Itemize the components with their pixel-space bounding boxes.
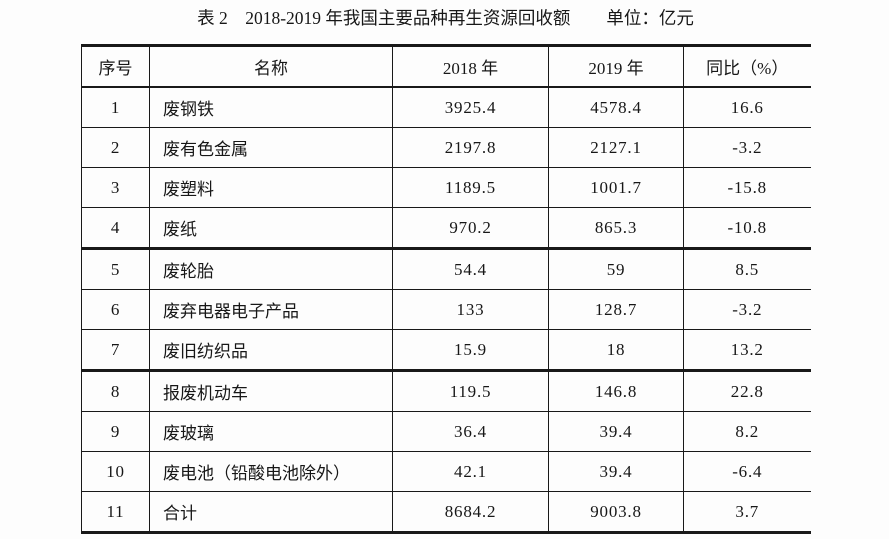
cell-index: 5 [81,248,150,290]
cell-name: 废有色金属 [149,127,393,168]
cell-2018: 2197.8 [392,127,549,168]
col-header-index: 序号 [81,45,150,88]
table-row: 1 废钢铁 3925.4 4578.4 16.6 [81,87,811,128]
cell-name: 合计 [149,491,393,533]
cell-index: 11 [81,491,150,533]
table-row: 4 废纸 970.2 865.3 -10.8 [81,207,811,250]
cell-yoy: -15.8 [683,167,811,208]
table-body: 1 废钢铁 3925.4 4578.4 16.6 2 废有色金属 2197.8 … [81,87,811,533]
recycling-amount-table: 序号 名称 2018 年 2019 年 同比（%） 1 废钢铁 3925.4 4… [81,44,811,534]
cell-2019: 59 [548,248,684,290]
table-caption: 表 2 2018-2019 年我国主要品种再生资源回收额 单位：亿元 [81,5,810,31]
cell-name: 废轮胎 [149,248,393,290]
cell-index: 2 [81,127,150,168]
header-row: 序号 名称 2018 年 2019 年 同比（%） [81,45,811,88]
table-unit-label: 单位：亿元 [606,8,694,28]
cell-yoy: -3.2 [683,127,811,168]
cell-yoy: 16.6 [683,87,811,128]
cell-index: 1 [81,87,150,128]
cell-yoy: -10.8 [683,207,811,250]
cell-2018: 54.4 [392,248,549,290]
col-header-name: 名称 [149,45,393,88]
cell-2019: 39.4 [548,451,684,492]
table-row: 10 废电池（铅酸电池除外） 42.1 39.4 -6.4 [81,451,811,492]
table-row: 5 废轮胎 54.4 59 8.5 [81,248,811,290]
cell-2018: 15.9 [392,329,549,372]
cell-yoy: -6.4 [683,451,811,492]
cell-index: 4 [81,207,150,250]
cell-index: 9 [81,411,150,452]
cell-yoy: 13.2 [683,329,811,372]
cell-name: 废弃电器电子产品 [149,289,393,330]
cell-yoy: 8.2 [683,411,811,452]
cell-2018: 8684.2 [392,491,549,533]
col-header-2018: 2018 年 [392,45,549,88]
cell-2018: 133 [392,289,549,330]
cell-2018: 36.4 [392,411,549,452]
cell-2019: 146.8 [548,370,684,412]
cell-name: 废电池（铅酸电池除外） [149,451,393,492]
cell-2019: 2127.1 [548,127,684,168]
table-row: 8 报废机动车 119.5 146.8 22.8 [81,370,811,412]
cell-2018: 42.1 [392,451,549,492]
cell-2019: 4578.4 [548,87,684,128]
cell-yoy: 22.8 [683,370,811,412]
cell-name: 废纸 [149,207,393,250]
col-header-2019: 2019 年 [548,45,684,88]
cell-2019: 9003.8 [548,491,684,533]
cell-2019: 128.7 [548,289,684,330]
cell-2018: 119.5 [392,370,549,412]
cell-index: 10 [81,451,150,492]
cell-name: 报废机动车 [149,370,393,412]
table-row: 9 废玻璃 36.4 39.4 8.2 [81,411,811,452]
table-row: 6 废弃电器电子产品 133 128.7 -3.2 [81,289,811,330]
cell-2019: 39.4 [548,411,684,452]
table-row-total: 11 合计 8684.2 9003.8 3.7 [81,491,811,533]
cell-yoy: 8.5 [683,248,811,290]
cell-yoy: -3.2 [683,289,811,330]
cell-2019: 1001.7 [548,167,684,208]
cell-name: 废钢铁 [149,87,393,128]
cell-2018: 3925.4 [392,87,549,128]
table-row: 2 废有色金属 2197.8 2127.1 -3.2 [81,127,811,168]
cell-2018: 1189.5 [392,167,549,208]
cell-index: 6 [81,289,150,330]
table-row: 7 废旧纺织品 15.9 18 13.2 [81,329,811,372]
cell-2019: 865.3 [548,207,684,250]
cell-name: 废玻璃 [149,411,393,452]
cell-2019: 18 [548,329,684,372]
col-header-yoy: 同比（%） [683,45,811,88]
table-header: 序号 名称 2018 年 2019 年 同比（%） [81,45,811,88]
cell-yoy: 3.7 [683,491,811,533]
table-row: 3 废塑料 1189.5 1001.7 -15.8 [81,167,811,208]
cell-index: 7 [81,329,150,372]
cell-index: 3 [81,167,150,208]
cell-name: 废塑料 [149,167,393,208]
table-title: 表 2 2018-2019 年我国主要品种再生资源回收额 [197,8,571,28]
cell-name: 废旧纺织品 [149,329,393,372]
cell-index: 8 [81,370,150,412]
cell-2018: 970.2 [392,207,549,250]
